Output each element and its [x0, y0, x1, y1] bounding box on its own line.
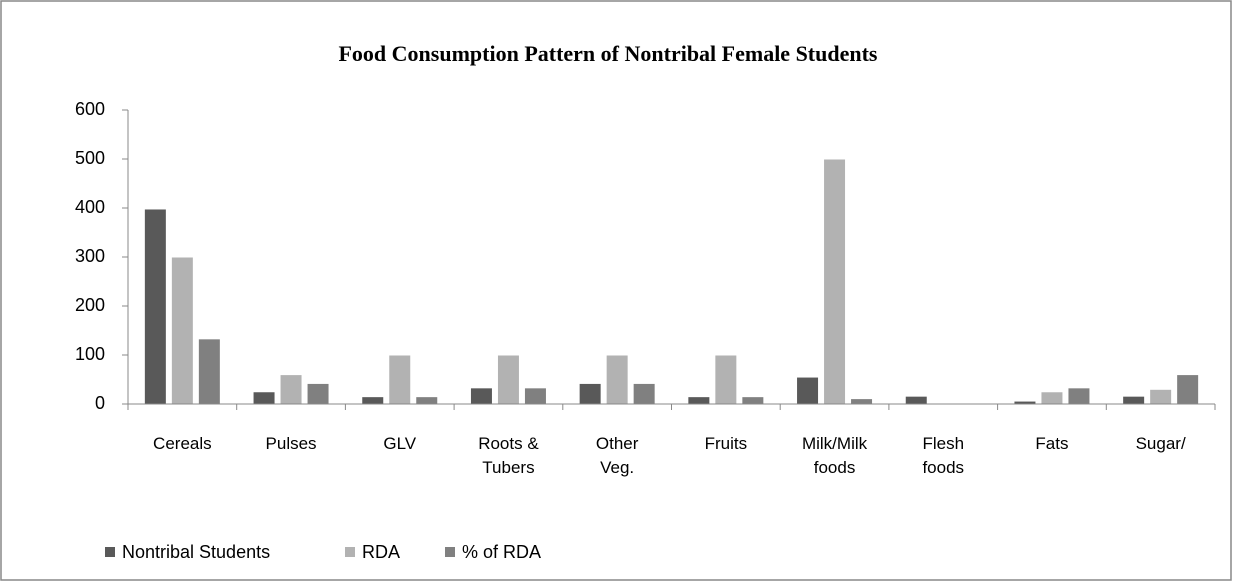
bar [252, 391, 276, 405]
bar [306, 382, 330, 405]
x-tick-label: Sugar/ [1135, 434, 1186, 453]
bar [143, 208, 167, 405]
bar [415, 396, 439, 405]
y-tick-label: 600 [75, 99, 105, 119]
x-tick-label: Fruits [704, 434, 748, 453]
bar [279, 374, 303, 405]
x-tick-label: Pulses [265, 434, 317, 453]
bar [1040, 391, 1064, 405]
x-tick-label: Milk/Milk foods [801, 434, 868, 477]
x-tick-label: GLV [383, 434, 417, 453]
y-tick-label: 100 [75, 344, 105, 364]
x-tick-label: Cereals [153, 434, 212, 453]
legend-label: % of RDA [462, 542, 541, 562]
bar [1122, 395, 1146, 405]
bar [741, 396, 765, 405]
bar [714, 354, 738, 405]
legend-swatch [345, 547, 355, 557]
legend-swatch [445, 547, 455, 557]
bar [197, 338, 221, 405]
bar [850, 398, 874, 405]
bar [578, 382, 602, 405]
legend-swatch [105, 547, 115, 557]
chart-title: Food Consumption Pattern of Nontribal Fe… [338, 41, 877, 66]
bar [823, 158, 847, 405]
legend-label: Nontribal Students [122, 542, 270, 562]
y-tick-label: 300 [75, 246, 105, 266]
bar [632, 382, 656, 405]
bar [605, 354, 629, 405]
x-tick-label: Flesh foods [922, 434, 965, 477]
x-tick-label: Roots & Tubers [478, 434, 539, 477]
y-tick-label: 500 [75, 148, 105, 168]
bar [170, 256, 194, 405]
x-tick-label: Other Veg. [595, 434, 639, 477]
x-tick-label: Fats [1035, 434, 1069, 453]
bar [904, 395, 928, 405]
bar [388, 354, 412, 405]
bar [469, 387, 493, 405]
y-tick-label: 400 [75, 197, 105, 217]
bar [687, 396, 711, 405]
bar [796, 376, 820, 405]
bar [1176, 374, 1200, 405]
bar [1067, 387, 1091, 405]
bar [523, 387, 547, 405]
legend-label: RDA [362, 542, 400, 562]
y-tick-label: 0 [95, 393, 105, 413]
bar [361, 396, 385, 405]
bar [1149, 388, 1173, 405]
bar [496, 354, 520, 405]
y-tick-label: 200 [75, 295, 105, 315]
